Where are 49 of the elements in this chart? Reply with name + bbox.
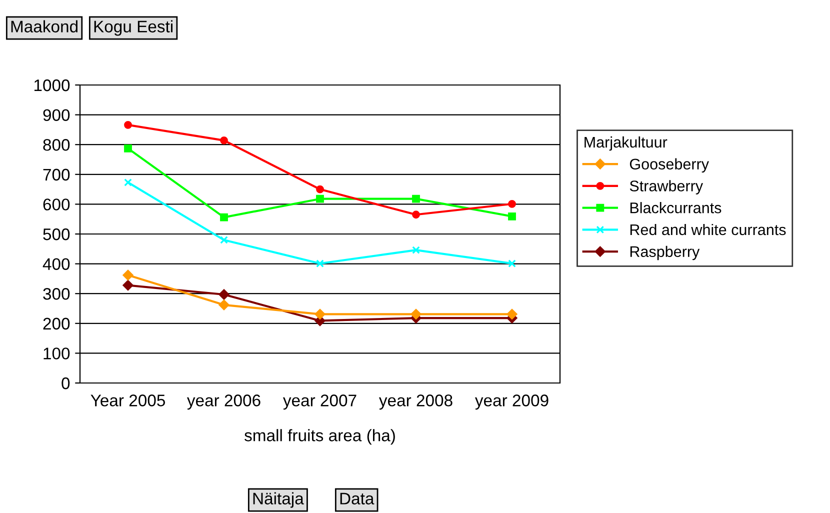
point <box>124 144 132 152</box>
y-tick-label: 100 <box>44 348 70 360</box>
legend-label: Raspberry <box>630 246 700 260</box>
text: Kogu Eesti <box>94 20 172 36</box>
y-tick-label: 200 <box>43 318 70 330</box>
point <box>122 270 134 280</box>
y-tick-label: 400 <box>42 258 70 270</box>
y-tick-label: 600 <box>43 198 70 210</box>
x-tick-label: year 2007 <box>282 394 356 410</box>
y-tick-label: 800 <box>43 139 70 151</box>
point <box>218 289 230 300</box>
point <box>220 236 228 244</box>
point <box>220 213 228 222</box>
y-tick-label: 1000 <box>34 79 70 92</box>
x-axis-title: small fruits area (ha) <box>244 429 395 445</box>
point <box>508 212 516 220</box>
text: Näitaja <box>253 492 304 508</box>
point <box>122 280 134 291</box>
point <box>412 246 420 254</box>
point <box>316 194 324 203</box>
point <box>124 178 132 186</box>
legend-title: Marjakultuur <box>584 136 668 151</box>
x-tick-label: year 2006 <box>186 394 260 410</box>
point <box>316 185 324 194</box>
legend-label: Red and white currants <box>630 224 786 236</box>
point <box>508 260 516 268</box>
point <box>410 308 422 320</box>
point <box>412 210 420 219</box>
point <box>218 300 230 310</box>
point <box>508 200 516 208</box>
text: Maakond <box>11 20 78 32</box>
text: Data <box>340 492 374 504</box>
y-tick-label: 700 <box>43 168 70 181</box>
point <box>506 308 518 320</box>
point <box>314 308 326 320</box>
y-tick-label: 0 <box>62 377 70 390</box>
point <box>316 260 324 268</box>
y-tick-label: 900 <box>43 109 70 122</box>
point <box>220 136 228 144</box>
x-tick-label: year 2008 <box>378 394 452 410</box>
x-tick-label: Year 2005 <box>90 394 165 406</box>
legend-label: Blackcurrants <box>630 202 722 214</box>
legend-label: Gooseberry <box>630 158 709 173</box>
y-tick-label: 500 <box>43 228 70 240</box>
point <box>124 120 132 129</box>
y-tick-label: 300 <box>43 288 70 300</box>
legend-label: Strawberry <box>630 180 704 194</box>
x-tick-label: year 2009 <box>474 394 548 410</box>
point <box>412 194 420 203</box>
